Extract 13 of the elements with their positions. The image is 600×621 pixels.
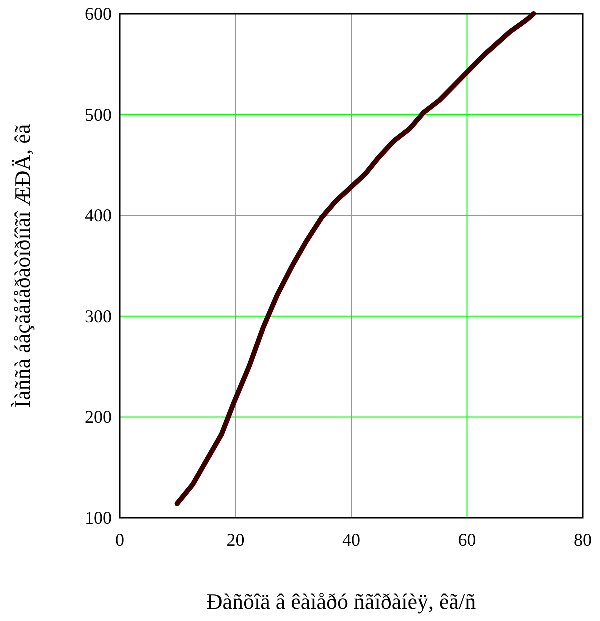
- y-tick-label: 200: [85, 407, 112, 428]
- y-tick-label: 500: [85, 104, 112, 125]
- y-tick-label: 600: [85, 4, 112, 24]
- x-tick-label: 20: [226, 530, 245, 550]
- x-axis-title: Ðàñõîä â êàìåðó ñãîðàíèÿ, êã/ñ: [206, 589, 476, 614]
- y-tick-label: 100: [85, 508, 112, 528]
- y-axis-title: Ìàññà áåçãåíåðàòîðíîãî ÆÐÄ, êã: [10, 124, 35, 408]
- y-tick-label: 400: [85, 206, 112, 226]
- x-tick-label: 80: [574, 530, 592, 550]
- x-tick-label: 40: [342, 530, 360, 550]
- x-tick-label: 0: [116, 530, 124, 550]
- y-tick-label: 300: [85, 306, 112, 326]
- x-tick-label: 60: [458, 530, 476, 550]
